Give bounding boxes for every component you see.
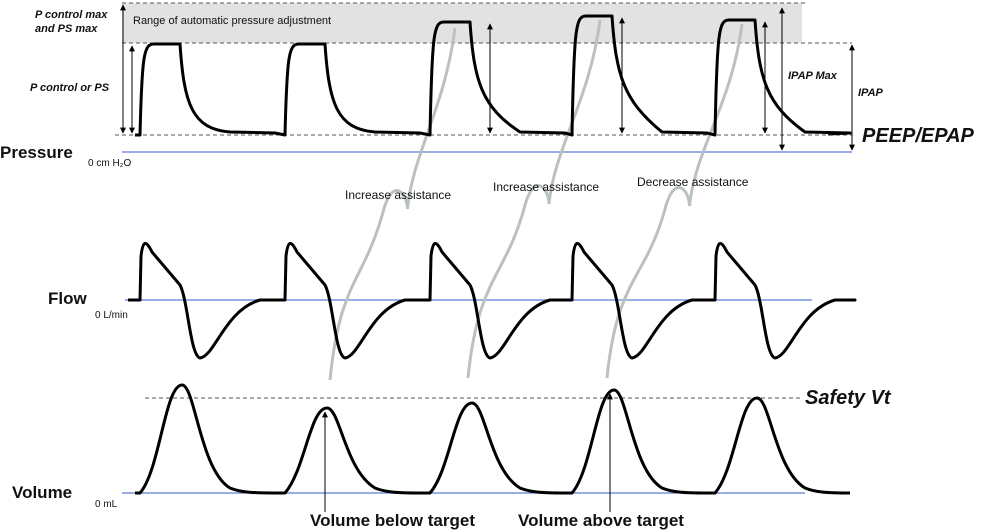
volume-label: Volume (12, 483, 72, 502)
safety-label: Safety Vt (805, 387, 892, 409)
max-label: and PS max (35, 23, 98, 35)
annotation: Increase assistance (493, 180, 599, 194)
feedback-arrow (605, 23, 744, 379)
pressure-label: Pressure (0, 143, 73, 162)
flow-wave (128, 242, 857, 360)
volume-wave (135, 383, 851, 495)
feedback-arrow (466, 19, 602, 379)
peep-label: PEEP/EPAP (862, 125, 975, 147)
callout: Volume below target (310, 511, 475, 530)
pressure-wave (135, 14, 852, 137)
feedback-arrow (328, 27, 457, 381)
max-label: P control max (35, 9, 108, 21)
annotation: Decrease assistance (637, 175, 749, 189)
ipap-max-label: IPAP Max (788, 70, 838, 82)
ipap-label: IPAP (858, 87, 884, 99)
flow-label: Flow (48, 289, 87, 308)
pressure-zero: 0 cm H₂O (88, 158, 132, 169)
flow-zero: 0 L/min (95, 310, 128, 321)
range-label: Range of automatic pressure adjustment (133, 15, 331, 27)
level-label: P control or PS (30, 82, 110, 94)
annotation: Increase assistance (345, 188, 451, 202)
callout: Volume above target (518, 511, 684, 530)
volume-zero: 0 mL (95, 499, 118, 510)
